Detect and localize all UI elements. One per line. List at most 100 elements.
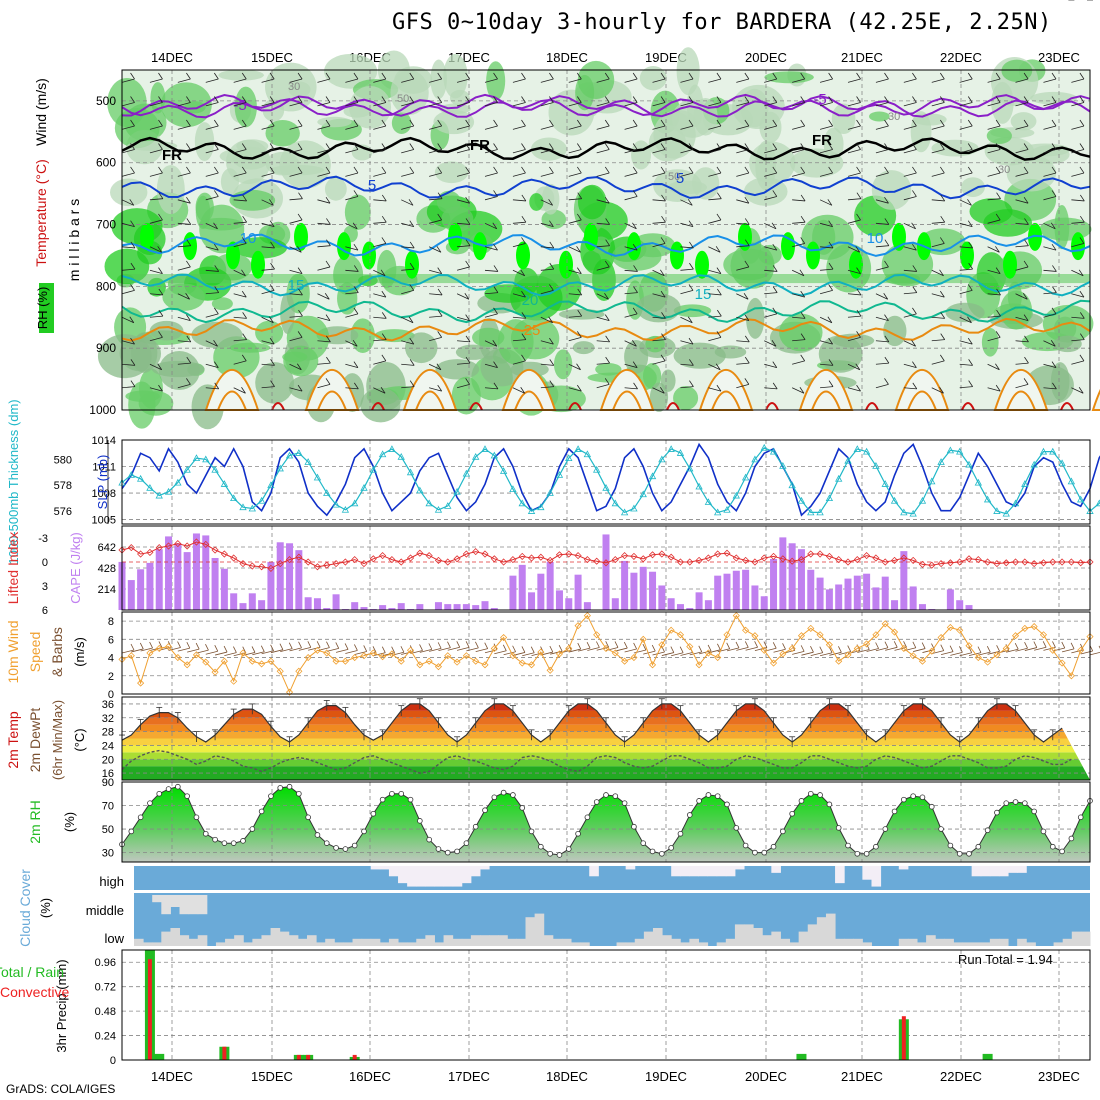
wind-barb [352,340,358,347]
wind-barb [521,290,526,298]
wind10m-point [788,644,796,653]
wind-barb [1015,362,1029,365]
wind-barb [576,267,582,274]
wind-barb [1023,72,1029,80]
wind10m-barb [205,650,218,655]
wind-barb [987,315,1001,318]
wind-barb [568,78,582,83]
wind-barb [233,360,247,365]
thickness-point [835,474,843,482]
cloud-middle-bar [179,895,190,915]
thickness-point [890,496,899,504]
wind-barb [828,166,833,174]
rh2m-point [389,790,395,797]
wind-barb [792,360,805,365]
wind10m-barb [865,643,870,650]
wind-barb [428,363,442,371]
rh2m-point [519,805,526,811]
wind-barb [596,125,610,130]
wind-barb [660,354,666,362]
temp2m-tick: 32 [102,713,114,725]
cloud-low-bar [789,942,800,946]
wind-barb [185,293,190,300]
wind-barb [401,340,414,345]
wind10m-barb [372,646,377,653]
chart-title: GFS 0~10day 3-hourly for BARDERA (42.25E… [392,10,1052,35]
rh2m-point [975,843,982,850]
wind-barb [708,198,722,201]
thickness-point [183,465,191,473]
cape-bar [574,574,582,610]
wind-barb [465,239,471,246]
cloud-low-bar [361,938,372,946]
wind-barb [233,316,247,319]
rh2m-point [342,846,349,852]
wind-barb [1043,340,1056,347]
wind-barb [484,340,497,347]
wind-barb [317,245,331,248]
cloud-low-bar [807,924,818,946]
wind-barb [939,72,945,80]
cloud-low-bar [379,942,390,946]
wind-barb [1015,222,1029,225]
li-point [323,561,331,569]
wind10m-barb [1014,643,1019,650]
wind-barb [241,96,247,103]
wind-barb [242,333,247,340]
cloud-high-bar [452,866,463,887]
wind-barb [186,196,191,204]
rh2m-point [333,845,339,851]
wind-barb [409,284,415,291]
wind-barb [884,143,889,150]
cloud-high-bar [425,866,435,887]
wind-barb [1051,72,1057,80]
rh2m-point [1049,843,1056,850]
wind10m-point [462,652,470,660]
wind-barb [521,143,526,150]
wind-barb [186,119,191,127]
wind10m-barb [623,641,628,649]
rh-shade [430,59,447,100]
rh2m-point [1040,828,1047,835]
cape-bar [695,592,703,610]
wind-barb [493,307,498,315]
wind10m-barb [447,641,451,648]
cape-bar [444,604,452,610]
wind10m-tick: 2 [108,671,114,683]
wind10m-tick: 0 [108,689,114,701]
wind10m-point [676,631,685,639]
thickness-point [388,445,396,452]
thickness-point [220,480,229,487]
wind10m-barb [903,641,907,648]
wind-barb [800,143,806,150]
thickness-point [937,458,945,465]
upper-air-frame [121,69,1091,411]
wind-barb [130,96,135,103]
rh2m-point [175,783,181,790]
cape-bar [770,558,778,610]
cloud-low-bar [652,928,663,946]
wind-barb [792,316,806,319]
date-label-top: 18DEC [546,50,588,65]
wind-barb [987,102,1001,107]
wind-barb [437,119,443,127]
wind10m-point [751,632,759,640]
wind-barb [680,78,694,83]
wind-barb [855,363,861,370]
wind10m-barb [280,648,293,653]
wind-barb [269,96,275,103]
wind10m-barb [940,651,954,656]
wind10m-point [304,653,312,662]
wind-barb [317,340,331,343]
wind-barb [604,196,610,204]
wind-barb [884,218,890,225]
wind-barb [661,312,666,319]
thickness-point [648,472,657,480]
thickness-point [211,465,219,473]
wind-barb [568,172,582,177]
rh-peak [584,222,598,251]
wind-barb [289,246,302,253]
rh2m-frame [121,781,1091,863]
li-point [127,544,135,552]
